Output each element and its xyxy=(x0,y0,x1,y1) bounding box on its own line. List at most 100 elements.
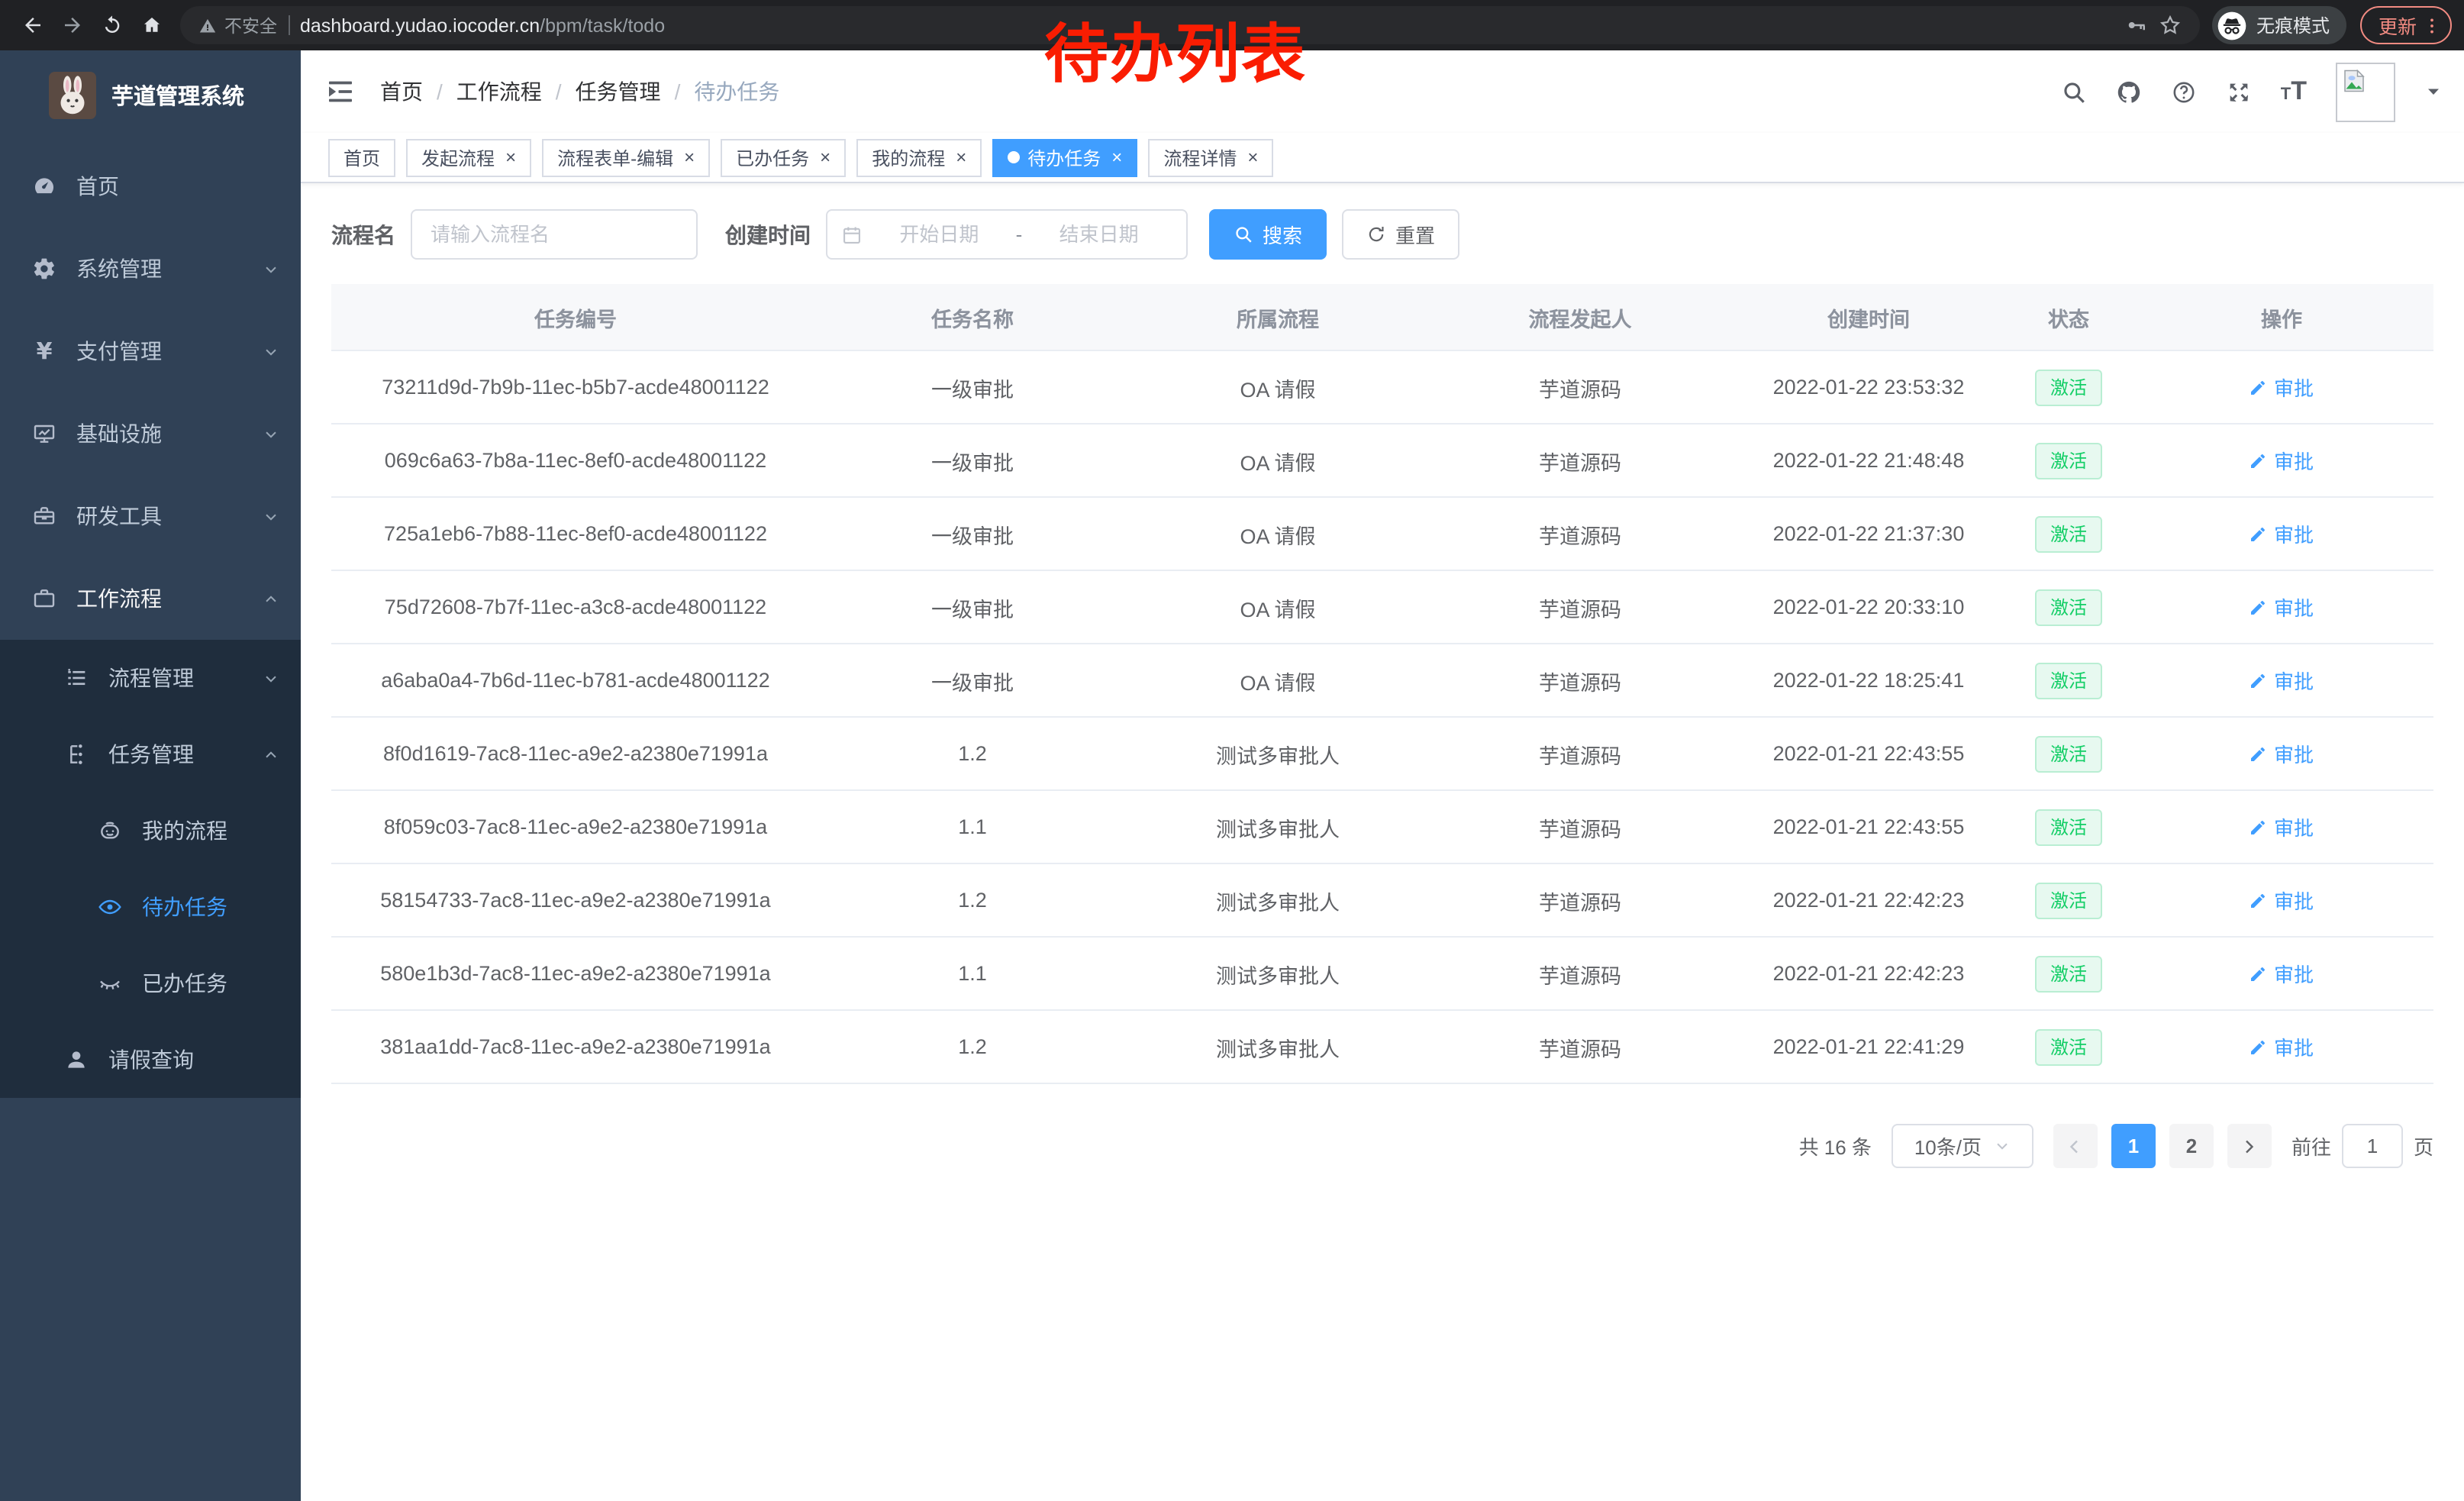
sidebar-item-home[interactable]: 首页 xyxy=(0,145,301,228)
cell-process: OA 请假 xyxy=(1240,451,1316,474)
sidebar-item-workflow[interactable]: 工作流程 xyxy=(0,557,301,640)
approve-link[interactable]: 审批 xyxy=(2250,519,2314,548)
chevron-right-icon xyxy=(2240,1137,2259,1155)
date-range-picker[interactable]: - xyxy=(826,209,1188,260)
browser-chrome: 不安全 dashboard.yudao.iocoder.cn/bpm/task/… xyxy=(0,0,2464,50)
avatar-caret-down-icon[interactable] xyxy=(2424,82,2443,101)
browser-reload-button[interactable] xyxy=(92,5,131,45)
incognito-icon xyxy=(2217,10,2247,40)
warning-triangle-icon xyxy=(198,16,217,34)
prev-page-button[interactable] xyxy=(2053,1124,2098,1168)
sidebar-item-dev-tools[interactable]: 研发工具 xyxy=(0,475,301,557)
calendar-icon xyxy=(841,224,863,245)
password-key-icon[interactable] xyxy=(2125,14,2148,37)
chevron-down-icon xyxy=(263,670,279,686)
goto-page: 前往 页 xyxy=(2291,1124,2433,1168)
pagination: 共 16 条 10条/页 12 前往 页 xyxy=(331,1124,2433,1168)
next-page-button[interactable] xyxy=(2227,1124,2272,1168)
sidebar-item-my-processes[interactable]: 我的流程 xyxy=(0,792,301,869)
approve-link[interactable]: 审批 xyxy=(2250,886,2314,915)
cell-process: OA 请假 xyxy=(1240,378,1316,401)
search-icon[interactable] xyxy=(2061,79,2087,105)
cell-action: 审批 xyxy=(2130,812,2433,841)
process-name-input[interactable] xyxy=(411,209,698,260)
sidebar-item-todo-tasks[interactable]: 待办任务 xyxy=(0,869,301,945)
sidebar-item-system-management[interactable]: 系统管理 xyxy=(0,228,301,310)
broken-image-icon xyxy=(2340,66,2391,94)
table-row: 73211d9d-7b9b-11ec-b5b7-acde48001122 一级审批… xyxy=(331,351,2433,424)
approve-link[interactable]: 审批 xyxy=(2250,373,2314,402)
browser-home-button[interactable] xyxy=(131,5,171,45)
cell-status: 激活 xyxy=(2008,369,2130,405)
sidebar-item-infrastructure[interactable]: 基础设施 xyxy=(0,392,301,475)
start-date-input[interactable] xyxy=(866,223,1013,246)
table-row: 75d72608-7b7f-11ec-a3c8-acde48001122 一级审批… xyxy=(331,571,2433,644)
cell-process: OA 请假 xyxy=(1240,525,1316,547)
page-button-1[interactable]: 1 xyxy=(2111,1124,2156,1168)
cell-name: 1.2 xyxy=(958,889,987,912)
browser-back-button[interactable] xyxy=(12,5,52,45)
cell-action: 审批 xyxy=(2130,519,2433,548)
breadcrumb-item[interactable]: 首页 xyxy=(380,79,423,104)
pencil-icon xyxy=(2250,525,2268,543)
approve-link[interactable]: 审批 xyxy=(2250,592,2314,621)
sidebar-fold-icon[interactable] xyxy=(325,76,356,107)
cell-name: 一级审批 xyxy=(931,451,1014,474)
approve-link[interactable]: 审批 xyxy=(2250,446,2314,475)
browser-forward-button[interactable] xyxy=(52,5,92,45)
search-button[interactable]: 搜索 xyxy=(1209,209,1327,260)
avatar[interactable] xyxy=(2336,62,2395,121)
approve-link[interactable]: 审批 xyxy=(2250,812,2314,841)
tab-process-detail[interactable]: 流程详情 × xyxy=(1148,138,1274,176)
fullscreen-icon[interactable] xyxy=(2226,79,2252,105)
approve-link[interactable]: 审批 xyxy=(2250,666,2314,695)
close-icon[interactable]: × xyxy=(1111,147,1123,168)
cell-created: 2022-01-21 22:42:23 xyxy=(1772,962,1965,985)
approve-link[interactable]: 审批 xyxy=(2250,1032,2314,1061)
sidebar-item-task-management[interactable]: 任务管理 xyxy=(0,716,301,792)
cell-created: 2022-01-22 20:33:10 xyxy=(1772,596,1965,618)
pencil-icon xyxy=(2250,818,2268,836)
font-size-icon[interactable]: TT xyxy=(2280,76,2307,105)
sidebar-item-done-tasks[interactable]: 已办任务 xyxy=(0,945,301,1022)
sidebar-item-leave-query[interactable]: 请假查询 xyxy=(0,1022,301,1098)
goto-page-input[interactable] xyxy=(2341,1124,2403,1168)
close-icon[interactable]: × xyxy=(1247,147,1259,168)
browser-update-button[interactable]: 更新 xyxy=(2359,6,2452,44)
pencil-icon xyxy=(2250,964,2268,983)
tab-start-process[interactable]: 发起流程 × xyxy=(406,138,532,176)
tab-my-processes[interactable]: 我的流程 × xyxy=(856,138,982,176)
sidebar-item-process-management[interactable]: 流程管理 xyxy=(0,640,301,716)
help-icon[interactable] xyxy=(2171,79,2197,105)
incognito-badge: 无痕模式 xyxy=(2211,6,2346,44)
tab-process-form-edit[interactable]: 流程表单-编辑 × xyxy=(542,138,711,176)
cell-created: 2022-01-21 22:41:29 xyxy=(1772,1035,1965,1058)
approve-link[interactable]: 审批 xyxy=(2250,959,2314,988)
tab-todo-tasks[interactable]: 待办任务 × xyxy=(992,138,1138,176)
rabbit-logo-image xyxy=(49,71,96,118)
tab-home[interactable]: 首页 xyxy=(328,138,396,176)
toolbox-icon xyxy=(32,504,56,528)
table-row: a6aba0a4-7b6d-11ec-b781-acde48001122 一级审批… xyxy=(331,644,2433,718)
sidebar-item-payment-management[interactable]: ¥ 支付管理 xyxy=(0,310,301,392)
cell-created: 2022-01-22 18:25:41 xyxy=(1772,669,1965,692)
app-logo[interactable]: 芋道管理系统 xyxy=(0,50,301,139)
close-icon[interactable]: × xyxy=(820,147,831,168)
close-icon[interactable]: × xyxy=(956,147,967,168)
security-status[interactable]: 不安全 xyxy=(198,13,277,37)
close-icon[interactable]: × xyxy=(505,147,517,168)
reset-button[interactable]: 重置 xyxy=(1342,209,1460,260)
page-size-select[interactable]: 10条/页 xyxy=(1891,1124,2033,1168)
tab-done-tasks[interactable]: 已办任务 × xyxy=(721,138,847,176)
cell-process: 测试多审批人 xyxy=(1216,818,1340,841)
close-icon[interactable]: × xyxy=(684,147,695,168)
bookmark-star-icon[interactable] xyxy=(2159,14,2182,37)
page-button-2[interactable]: 2 xyxy=(2169,1124,2214,1168)
cell-process: OA 请假 xyxy=(1240,598,1316,621)
end-date-input[interactable] xyxy=(1025,223,1172,246)
approve-link[interactable]: 审批 xyxy=(2250,739,2314,768)
address-bar[interactable]: 不安全 dashboard.yudao.iocoder.cn/bpm/task/… xyxy=(180,6,2200,44)
github-icon[interactable] xyxy=(2116,79,2142,105)
org-tree-icon xyxy=(64,742,89,767)
sidebar-submenu: 流程管理 任务管理 我的流程 待办任务 已办任务 请假查询 xyxy=(0,640,301,1098)
